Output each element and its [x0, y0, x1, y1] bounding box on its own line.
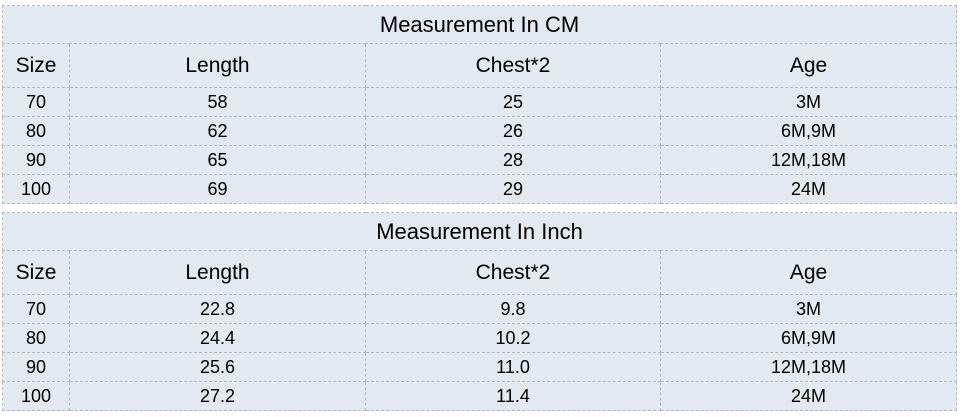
table-row: 70 58 25 3M — [2, 87, 958, 117]
cell-chest: 29 — [365, 174, 661, 204]
cell-size: 80 — [2, 116, 70, 146]
cell-length: 58 — [69, 87, 366, 117]
column-header-chest: Chest*2 — [365, 250, 661, 295]
cell-length: 24.4 — [69, 323, 366, 353]
cell-length: 69 — [69, 174, 366, 204]
column-header-length: Length — [69, 250, 366, 295]
cell-size: 80 — [2, 323, 70, 353]
cell-age: 24M — [659, 381, 958, 411]
cell-length: 22.8 — [69, 294, 366, 324]
table-row: 90 25.6 11.0 12M,18M — [2, 352, 958, 382]
cell-chest: 11.0 — [365, 352, 661, 382]
cell-age: 6M,9M — [659, 116, 958, 146]
table-row: 70 22.8 9.8 3M — [2, 294, 958, 324]
table-title-inch: Measurement In Inch — [1, 212, 958, 251]
cell-chest: 25 — [365, 87, 661, 117]
table-row: 100 69 29 24M — [2, 174, 958, 204]
cell-size: 90 — [2, 352, 70, 382]
column-header-size: Size — [2, 43, 70, 88]
column-header-chest: Chest*2 — [365, 43, 661, 88]
cell-length: 27.2 — [69, 381, 366, 411]
cell-age: 6M,9M — [659, 323, 958, 353]
cell-chest: 28 — [365, 145, 661, 175]
table-header-row: Size Length Chest*2 Age — [2, 250, 958, 295]
cell-age: 12M,18M — [659, 145, 958, 175]
cell-age: 12M,18M — [659, 352, 958, 382]
column-header-length: Length — [69, 43, 366, 88]
cell-length: 62 — [69, 116, 366, 146]
table-title-row: Measurement In Inch — [1, 212, 958, 251]
column-header-size: Size — [2, 250, 70, 295]
cell-size: 90 — [2, 145, 70, 175]
cell-age: 24M — [659, 174, 958, 204]
table-row: 80 24.4 10.2 6M,9M — [2, 323, 958, 353]
measurement-table-inch: Measurement In Inch Size Length Chest*2 … — [1, 212, 958, 411]
table-row: 80 62 26 6M,9M — [2, 116, 958, 146]
cell-chest: 9.8 — [365, 294, 661, 324]
table-row: 90 65 28 12M,18M — [2, 145, 958, 175]
measurement-table-cm: Measurement In CM Size Length Chest*2 Ag… — [1, 5, 958, 204]
table-title-cm: Measurement In CM — [1, 5, 958, 44]
cell-size: 100 — [2, 381, 70, 411]
cell-size: 70 — [2, 294, 70, 324]
table-title-row: Measurement In CM — [1, 5, 958, 44]
cell-size: 100 — [2, 174, 70, 204]
cell-length: 25.6 — [69, 352, 366, 382]
cell-chest: 26 — [365, 116, 661, 146]
cell-age: 3M — [659, 294, 958, 324]
cell-size: 70 — [2, 87, 70, 117]
cell-age: 3M — [659, 87, 958, 117]
cell-chest: 11.4 — [365, 381, 661, 411]
table-row: 100 27.2 11.4 24M — [2, 381, 958, 411]
column-header-age: Age — [659, 250, 958, 295]
column-header-age: Age — [659, 43, 958, 88]
table-header-row: Size Length Chest*2 Age — [2, 43, 958, 88]
cell-length: 65 — [69, 145, 366, 175]
cell-chest: 10.2 — [365, 323, 661, 353]
